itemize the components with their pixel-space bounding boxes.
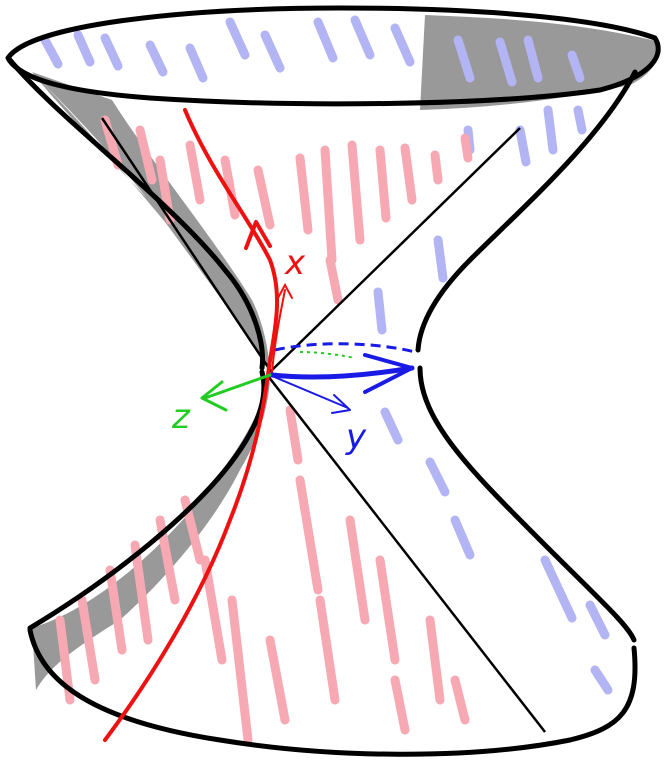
red-hatching: [55, 115, 473, 745]
waist-ellipse-back: [274, 342, 416, 354]
z-axis-arrow: [200, 373, 272, 412]
y-axis-arrow: [271, 375, 351, 414]
top-rim: [5, 5, 661, 107]
generator-line-a: [269, 127, 521, 373]
red-curve: [103, 108, 280, 742]
y-axis-curve-arrowhead: [363, 353, 414, 394]
generator-line-b: [267, 375, 546, 733]
right-lower-contour: [417, 365, 637, 643]
blue-hatching: [40, 15, 613, 695]
generator-lines: [100, 117, 546, 733]
right-upper-contour: [415, 69, 638, 353]
x-axis-arrow: [271, 282, 293, 373]
generator-line-c: [100, 117, 272, 371]
y-axis-curve: [269, 365, 415, 380]
shaded-lower-left-band: [32, 380, 270, 690]
z-label: z: [171, 397, 191, 437]
y-label: y: [345, 417, 367, 457]
red-curve-arrowhead: [244, 220, 272, 250]
shaded-top-right-region: [420, 15, 661, 110]
waist-ellipse-back-green: [299, 351, 356, 359]
bottom-rim: [27, 627, 638, 757]
left-upper-contour: [7, 57, 265, 371]
x-label: x: [284, 243, 306, 283]
